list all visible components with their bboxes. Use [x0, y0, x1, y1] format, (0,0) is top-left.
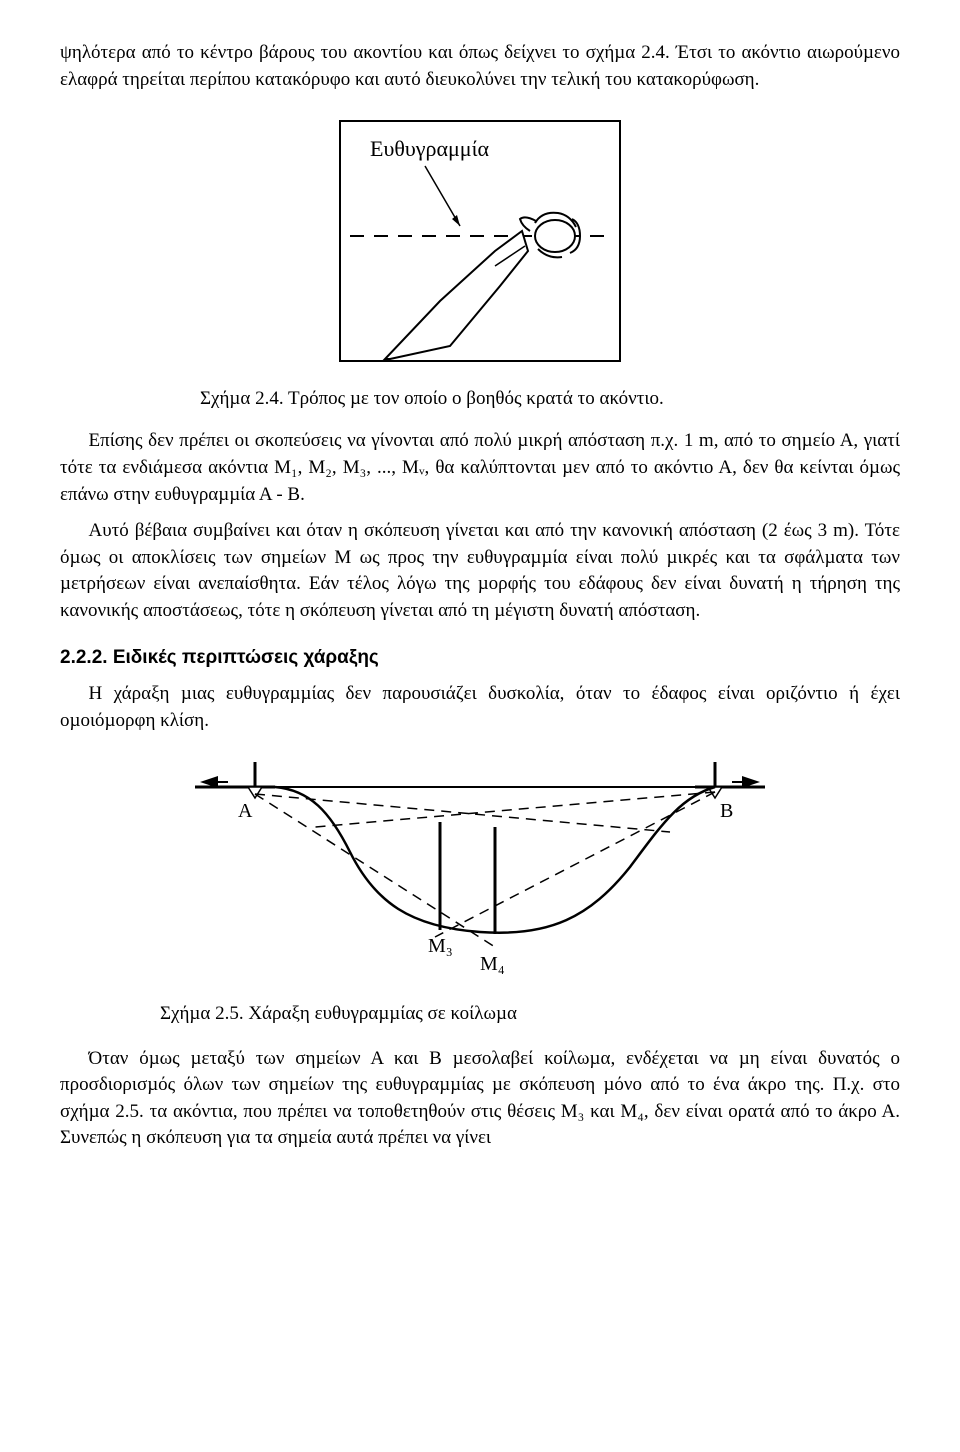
figure-2-4-caption: Σχήµα 2.4. Τρόπος µε τον οποίο ο βοηθός …: [200, 386, 900, 413]
alignment-label: Ευθυγραμμία: [370, 136, 489, 161]
paragraph-2: Επίσης δεν πρέπει οι σκοπεύσεις να γίνον…: [60, 428, 900, 508]
figure-2-5: A B M₃ M₄: [60, 752, 900, 991]
paragraph-4: Η χάραξη µιας ευθυγραµµίας δεν παρουσιάζ…: [60, 681, 900, 734]
paragraph-3: Αυτό βέβαια συµβαίνει και όταν η σκόπευσ…: [60, 518, 900, 624]
section-heading: 2.2.2. Ειδικές περιπτώσεις χάραξης: [60, 645, 900, 672]
figure-2-4: Ευθυγραμμία: [60, 111, 900, 380]
label-a: A: [238, 800, 253, 822]
label-b: B: [720, 800, 733, 822]
paragraph-1: ψηλότερα από το κέντρο βάρους του ακοντί…: [60, 40, 900, 93]
figure-2-5-caption: Σχήµα 2.5. Χάραξη ευθυγραµµίας σε κοίλωµ…: [160, 1001, 900, 1028]
label-m4: M₄: [480, 953, 505, 975]
label-m3: M₃: [428, 935, 453, 957]
paragraph-5: Όταν όµως µεταξύ των σηµείων Α και Β µεσ…: [60, 1046, 900, 1152]
